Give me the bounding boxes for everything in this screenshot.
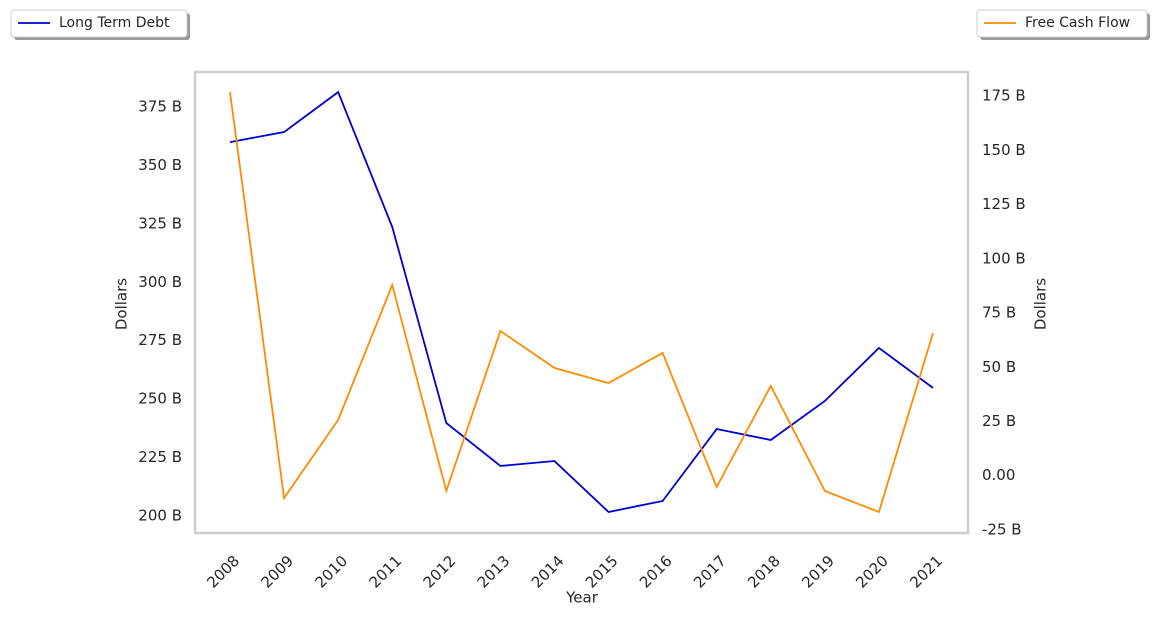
- x-tick-label: 2010: [312, 552, 352, 592]
- x-tick-label: 2021: [906, 552, 946, 592]
- y2-tick-label: 150 B: [982, 141, 1026, 159]
- y-tick-label: 300 B: [138, 273, 182, 291]
- legend-label: Free Cash Flow: [1025, 15, 1130, 31]
- x-tick-label: 2018: [744, 552, 784, 592]
- y-tick-label: 375 B: [138, 98, 182, 116]
- x-tick-label: 2009: [257, 552, 297, 592]
- x-tick-label: 2013: [474, 552, 514, 592]
- y-tick-label: 200 B: [138, 506, 182, 524]
- x-tick-label: 2012: [420, 552, 460, 592]
- x-tick-label: 2011: [366, 552, 406, 592]
- y2-tick-label: 50 B: [982, 358, 1016, 376]
- x-tick-label: 2014: [528, 552, 568, 592]
- y2-tick-label: 175 B: [982, 87, 1026, 105]
- x-tick-label: 2015: [582, 552, 622, 592]
- legend-box: [10, 9, 188, 38]
- y2-tick-label: 25 B: [982, 412, 1016, 430]
- y2-tick-label: 100 B: [982, 249, 1026, 267]
- series-line: [229, 90, 934, 513]
- legend: Free Cash Flow: [976, 9, 1150, 40]
- y-tick-label: 225 B: [138, 448, 182, 466]
- x-tick-label: 2017: [690, 552, 730, 592]
- x-tick-label: 2008: [203, 552, 243, 592]
- y-tick-label: 325 B: [138, 214, 182, 232]
- y-tick-label: 350 B: [138, 156, 182, 174]
- y2-tick-label: 75 B: [982, 304, 1016, 322]
- plot-frame: [193, 70, 970, 535]
- x-tick-label: 2016: [636, 552, 676, 592]
- y2-tick-label: -25 B: [982, 520, 1022, 538]
- y2-tick-label: 125 B: [982, 195, 1026, 213]
- x-tick-label: 2019: [798, 552, 838, 592]
- y2-axis-label: Dollars: [1032, 278, 1050, 330]
- y2-tick-label: 0.00: [982, 466, 1015, 484]
- legend-box: [976, 9, 1148, 38]
- series-line: [229, 92, 934, 514]
- y-tick-label: 250 B: [138, 390, 182, 408]
- x-tick-label: 2020: [852, 552, 892, 592]
- x-axis-label: Year: [565, 589, 599, 607]
- y-axis-label: Dollars: [113, 278, 131, 330]
- y-tick-label: 275 B: [138, 331, 182, 349]
- legend: Long Term Debt: [10, 9, 190, 40]
- legend-label: Long Term Debt: [59, 15, 170, 31]
